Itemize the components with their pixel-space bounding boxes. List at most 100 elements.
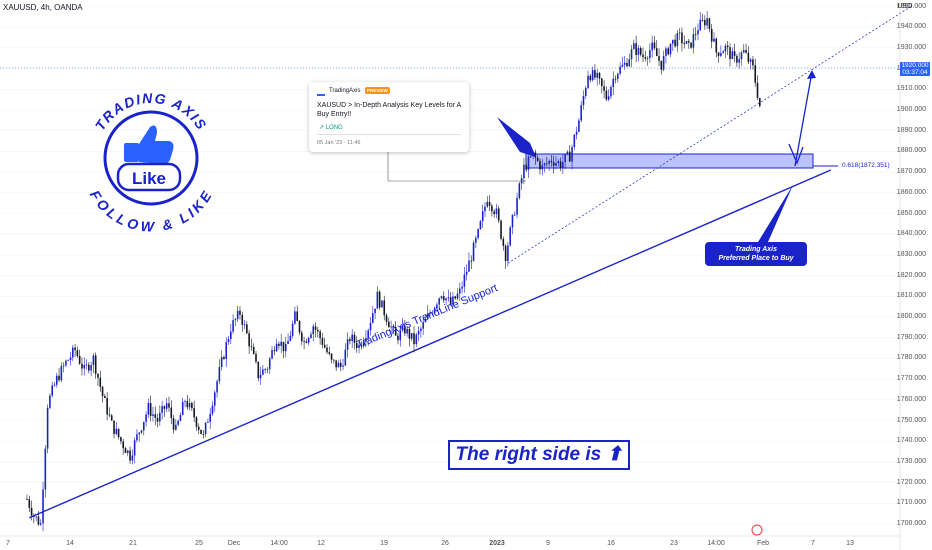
candle-body [232, 320, 234, 332]
current-price-tag: 1920.000 03:37:04 [900, 62, 930, 76]
candle-body [683, 43, 686, 45]
candle-body [85, 364, 88, 366]
candle-body [381, 300, 383, 308]
candle-body [147, 403, 150, 415]
candle-body [653, 42, 656, 49]
candle-body [365, 338, 367, 342]
price-tick-label: 1800.000 [896, 313, 926, 320]
candle-body [76, 350, 79, 356]
candle-body [360, 344, 363, 347]
candle-body [422, 322, 424, 329]
candle-body [628, 59, 631, 67]
candle-body [436, 304, 438, 308]
candle-body [752, 59, 754, 66]
card-date: 05 Jan '23 · 11:46 [317, 140, 361, 146]
candle-body [259, 374, 262, 379]
candle-body [138, 432, 141, 435]
candle-body [658, 56, 660, 61]
price-tick-label: 1880.000 [896, 147, 926, 155]
candle-body [724, 45, 727, 52]
candle-body [424, 318, 427, 323]
time-tick-label: 7 [6, 540, 10, 547]
candle-body [339, 362, 342, 367]
candle-body [92, 355, 95, 366]
candle-body [678, 32, 681, 34]
candle-body [525, 164, 528, 170]
candle-body [163, 406, 166, 409]
candle-body [587, 75, 589, 88]
candle-body [35, 516, 37, 518]
candle-body [296, 311, 299, 321]
time-tick-label: 13 [846, 540, 854, 547]
card-title[interactable]: XAUSUD > In-Depth Analysis Key Levels fo… [317, 102, 461, 118]
candle-body [122, 441, 124, 449]
candle-body [394, 326, 397, 336]
candle-body [175, 424, 177, 430]
candle-body [404, 325, 406, 334]
candle-body [603, 86, 605, 91]
candle-body [172, 418, 175, 430]
candle-body [710, 28, 713, 42]
watermark-icon [751, 524, 763, 536]
price-tick-label: 1710.000 [896, 499, 926, 507]
candle-body [461, 286, 463, 289]
time-tick-label: 7 [811, 540, 815, 547]
candle-body [607, 96, 610, 100]
price-tick-label: 1900.000 [896, 106, 926, 113]
time-tick-label: 14:00 [707, 540, 725, 547]
candle-body [504, 245, 507, 262]
candle-body [30, 507, 33, 516]
candle-body [335, 360, 337, 368]
candle-body [459, 288, 461, 294]
candle-body [633, 43, 635, 50]
price-tick-label: 1830.000 [896, 250, 926, 258]
candle-body [204, 422, 207, 435]
candle-body [759, 97, 761, 107]
candle-body [262, 369, 264, 375]
candle-body [685, 40, 688, 44]
candle-body [211, 405, 214, 414]
candle-body [534, 152, 537, 158]
time-tick-label: 2023 [489, 540, 505, 547]
candle-body [445, 298, 447, 301]
candle-body [99, 377, 102, 387]
candle-body [630, 49, 633, 60]
candle-body [321, 338, 324, 345]
candle-body [154, 414, 157, 418]
idea-preview-card[interactable]: TradingAxis PREVIEW XAUSUD > In-Depth An… [309, 82, 469, 152]
price-tick-label: 1820.000 [896, 271, 926, 279]
currency-label: USD [897, 3, 912, 10]
price-tick-label: 1890.000 [896, 126, 926, 134]
candle-body [612, 78, 615, 88]
candle-body [374, 308, 376, 314]
candle-body [420, 328, 422, 332]
candle-body [697, 30, 699, 35]
candle-body [571, 147, 573, 162]
candle-body [754, 65, 757, 83]
candle-body [28, 499, 31, 508]
candle-body [353, 334, 356, 343]
candle-body [671, 39, 674, 44]
candle-body [468, 260, 470, 272]
candle-body [213, 392, 216, 406]
candle-body [742, 50, 745, 53]
tradingview-watermark [751, 524, 763, 536]
candle-body [133, 440, 136, 456]
time-tick-label: Dec [227, 540, 241, 547]
candle-body [83, 365, 86, 369]
candle-body [287, 340, 289, 344]
candle-body [562, 162, 564, 168]
candle-body [477, 228, 479, 238]
candle-body [44, 448, 47, 490]
candle-body [594, 70, 596, 78]
candle-body [410, 333, 413, 339]
candle-body [433, 307, 436, 314]
price-tick-label: 1770.000 [896, 375, 926, 383]
tradingview-logo-icon [317, 89, 325, 96]
candle-body [747, 52, 750, 62]
time-tick-label: 26 [441, 540, 449, 547]
candle-body [37, 516, 40, 525]
price-tick-label: 1790.000 [896, 333, 926, 341]
card-author[interactable]: TradingAxis [329, 88, 361, 94]
